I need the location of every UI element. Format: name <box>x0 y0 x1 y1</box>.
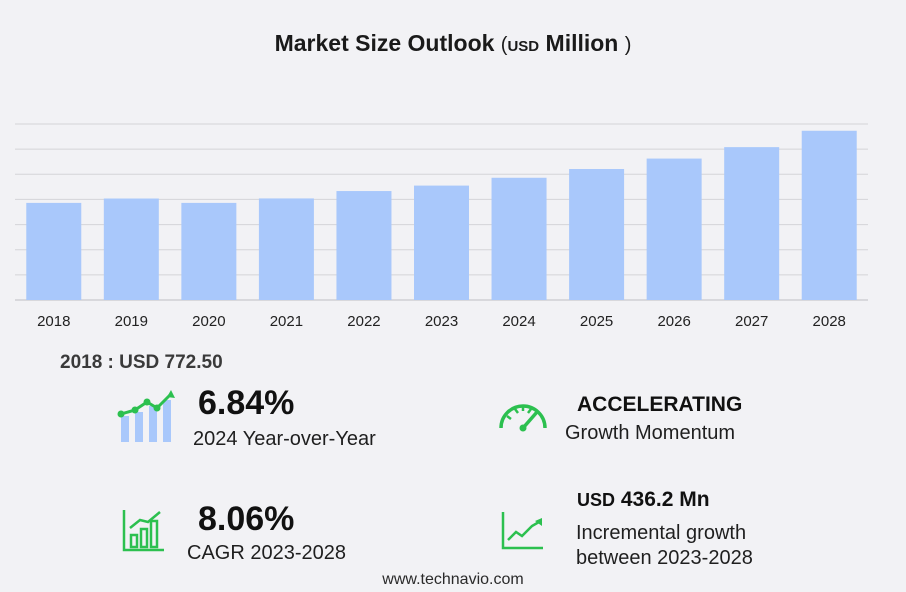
bar-2027 <box>724 147 780 300</box>
x-tick-label-2018: 2018 <box>37 313 70 330</box>
bar-2024 <box>491 177 547 300</box>
incremental-amount: 436.2 Mn <box>620 488 710 511</box>
x-tick-label-2028: 2028 <box>813 313 846 330</box>
x-tick-label-2024: 2024 <box>502 313 535 330</box>
yoy-label: 2024 Year-over-Year <box>193 428 376 450</box>
x-tick-label-2026: 2026 <box>657 313 690 330</box>
growth-chart-icon <box>117 390 175 442</box>
bar-2018 <box>26 202 82 300</box>
bar-2023 <box>414 185 469 300</box>
title-unit-small: USD <box>507 38 540 55</box>
bar-2028 <box>801 130 857 300</box>
speedometer-icon <box>499 404 547 432</box>
baseline-value: 2018 : USD 772.50 <box>60 352 223 373</box>
cagr-value: 8.06% <box>198 500 295 538</box>
title-paren-open: ( <box>500 34 508 56</box>
title-paren-close: ) <box>624 34 632 56</box>
x-tick-label-2020: 2020 <box>192 313 225 330</box>
bar-2026 <box>646 158 702 300</box>
x-tick-label-2025: 2025 <box>580 313 613 330</box>
trend-line-icon <box>501 512 543 550</box>
momentum-value: ACCELERATING <box>577 393 743 416</box>
cagr-label: CAGR 2023-2028 <box>187 542 346 564</box>
bar-2025 <box>569 169 625 300</box>
x-tick-label-2022: 2022 <box>347 313 380 330</box>
bar-2020 <box>181 202 237 300</box>
bar-chart: 2018 2019 2020 2021 2022 2023 2024 2025 2026 2027… <box>15 123 868 330</box>
bar-2021 <box>258 198 314 300</box>
incremental-label-2: between 2023-2028 <box>576 547 753 569</box>
momentum-label: Growth Momentum <box>565 422 736 444</box>
x-tick-label-2027: 2027 <box>735 313 768 330</box>
x-tick-label-2021: 2021 <box>270 313 303 330</box>
bar-2022 <box>336 191 392 300</box>
x-tick-label-2019: 2019 <box>115 313 148 330</box>
bar-2019 <box>103 198 159 300</box>
chart-title: Market Size Outlook (USD Million ) <box>0 30 906 57</box>
bar-growth-icon <box>122 510 164 552</box>
title-unit: Million <box>545 30 619 56</box>
footer-url[interactable]: www.technavio.com <box>382 571 524 588</box>
x-tick-label-2023: 2023 <box>425 313 458 330</box>
incremental-label-1: Incremental growth <box>576 522 747 544</box>
title-main: Market Size Outlook <box>274 30 495 56</box>
incremental-currency: USD <box>577 490 616 510</box>
incremental-value: USD 436.2 Mn <box>577 488 710 512</box>
yoy-value: 6.84% <box>198 384 295 422</box>
